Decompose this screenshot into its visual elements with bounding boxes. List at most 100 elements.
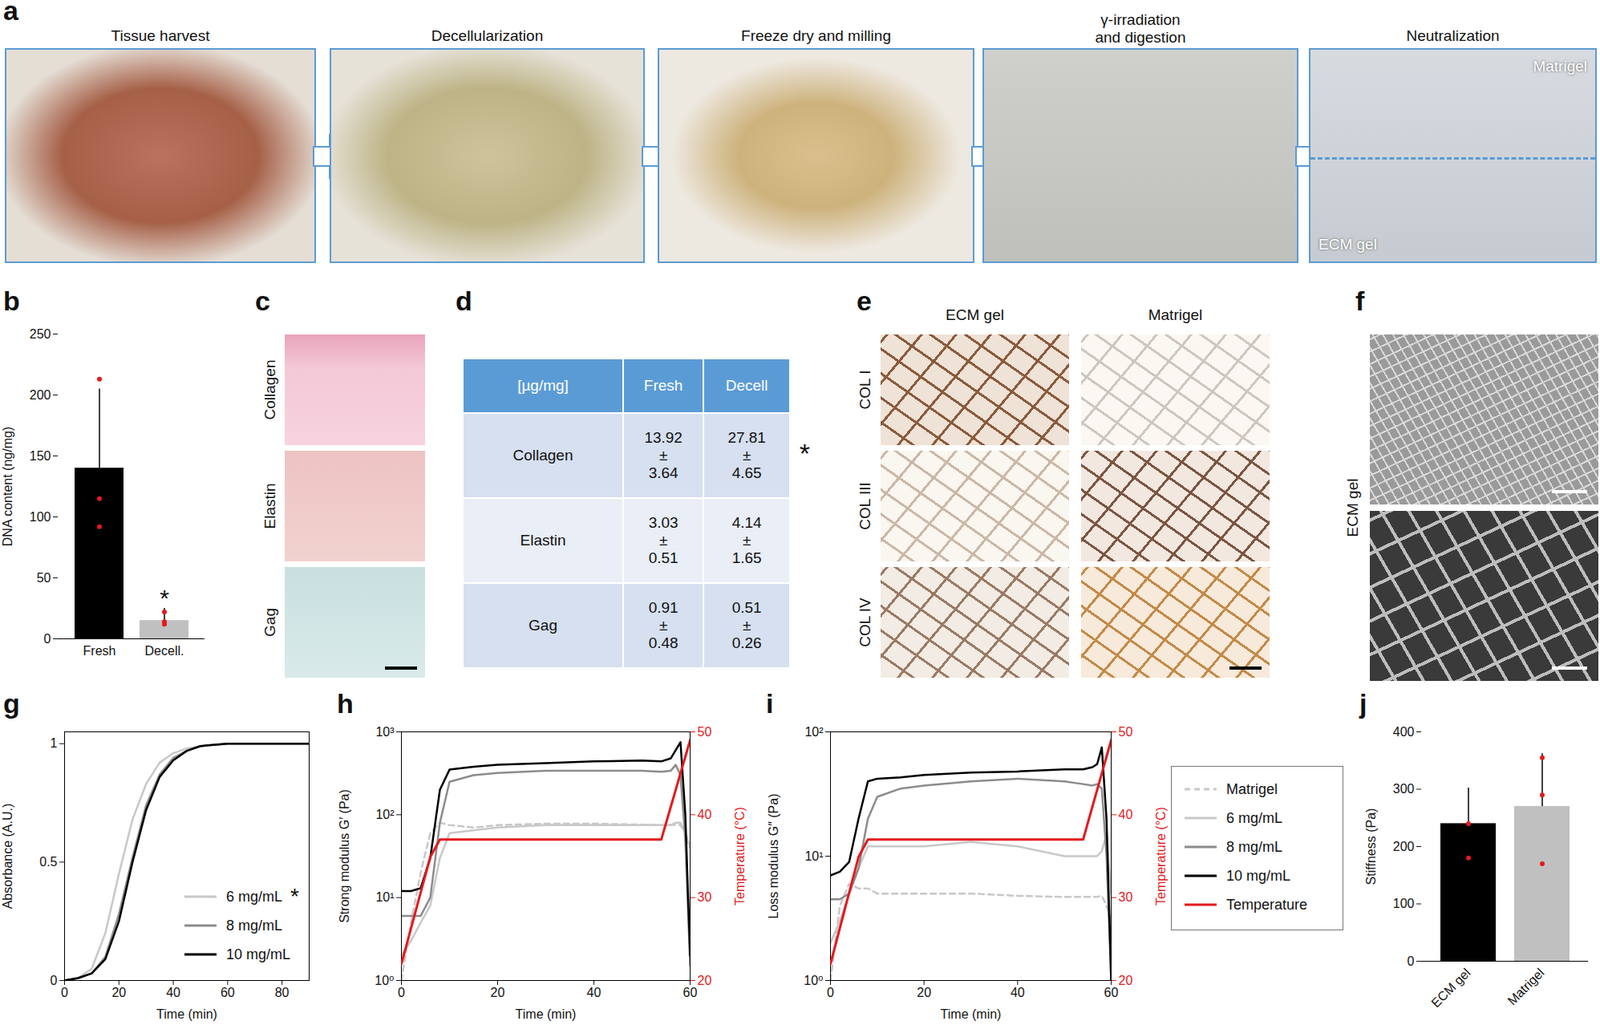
html-text:ECM gel: ECM gel — [945, 306, 1005, 324]
svg-text:Loss modulus G″ (Pa): Loss modulus G″ (Pa) — [766, 793, 781, 920]
svg-text:0: 0 — [44, 631, 52, 646]
html-text:Fresh: Fresh — [643, 376, 683, 394]
svg-text:20: 20 — [1118, 973, 1134, 988]
svg-text:Temperature (°C): Temperature (°C) — [733, 806, 747, 906]
html-text:COL IV: COL IV — [856, 597, 874, 648]
html-text:Matrigel: Matrigel — [1148, 306, 1203, 324]
svg-text:Stiffness (Pa): Stiffness (Pa) — [1364, 808, 1378, 886]
html-text:3.64: 3.64 — [648, 464, 679, 482]
html-text:8 mg/mL: 8 mg/mL — [226, 917, 283, 934]
svg-text:60: 60 — [1104, 985, 1119, 1000]
svg-text:Strong modulus G′ (Pa): Strong modulus G′ (Pa) — [337, 789, 352, 924]
svg-text:40: 40 — [166, 985, 181, 1000]
svg-text:*: * — [159, 584, 170, 612]
svg-text:100: 100 — [29, 510, 52, 524]
svg-text:40: 40 — [1118, 807, 1134, 822]
svg-text:0: 0 — [397, 985, 406, 1000]
svg-text:20: 20 — [111, 985, 126, 1000]
svg-text:60: 60 — [683, 985, 698, 1000]
svg-text:40: 40 — [1010, 985, 1025, 1000]
html-text:Decell: Decell — [725, 376, 768, 394]
svg-text:Temperature (°C): Temperature (°C) — [1154, 806, 1168, 906]
html-text:Freeze dry and milling: Freeze dry and milling — [741, 27, 892, 45]
svg-text:Time (min): Time (min) — [940, 1007, 1002, 1021]
html-text:Collagen: Collagen — [261, 359, 279, 420]
html-text:and digestion: and digestion — [1095, 28, 1186, 46]
html-text:6 mg/mL: 6 mg/mL — [1226, 809, 1283, 826]
html-text:[µg/mg]: [µg/mg] — [517, 376, 569, 394]
svg-text:20: 20 — [916, 985, 932, 1000]
svg-text:10¹: 10¹ — [804, 849, 823, 863]
svg-text:0: 0 — [1407, 954, 1415, 969]
html-text:13.92: 13.92 — [644, 429, 683, 446]
svg-text:80: 80 — [275, 985, 290, 1000]
svg-text:400: 400 — [1393, 725, 1415, 739]
svg-text:10¹: 10¹ — [375, 890, 394, 904]
svg-text:0: 0 — [60, 985, 69, 1000]
html-text:0.51: 0.51 — [648, 549, 679, 567]
html-text:Tissue harvest: Tissue harvest — [111, 27, 210, 45]
html-text:g: g — [3, 688, 20, 719]
svg-text:100: 100 — [1393, 896, 1415, 911]
html-text:Matrigel: Matrigel — [1226, 780, 1278, 797]
html-text:COL I: COL I — [856, 370, 874, 410]
svg-text:10³: 10³ — [375, 725, 395, 739]
html-text:1.65: 1.65 — [731, 549, 762, 567]
svg-text:ECM gel: ECM gel — [1428, 965, 1473, 1010]
svg-text:250: 250 — [29, 327, 52, 341]
html-text:ECM gel: ECM gel — [1344, 478, 1362, 537]
html-text:10 mg/mL: 10 mg/mL — [226, 945, 291, 963]
html-text:6 mg/mL *: 6 mg/mL * — [226, 883, 300, 909]
svg-text:0: 0 — [826, 985, 835, 1000]
svg-text:10²: 10² — [804, 725, 824, 739]
svg-text:30: 30 — [1118, 890, 1134, 904]
svg-text:Absorbance (A.U.): Absorbance (A.U.) — [0, 803, 15, 910]
html-text:Matrigel: Matrigel — [1532, 57, 1588, 75]
svg-text:200: 200 — [29, 388, 52, 402]
html-text:d: d — [455, 285, 473, 316]
html-text:Neutralization: Neutralization — [1406, 27, 1500, 45]
svg-text:10²: 10² — [375, 807, 395, 822]
svg-text:20: 20 — [490, 985, 506, 1000]
svg-text:Time (min): Time (min) — [515, 1007, 577, 1021]
html-text:10 mg/mL: 10 mg/mL — [1226, 867, 1291, 884]
html-text:ECM gel: ECM gel — [1318, 235, 1377, 253]
svg-text:10⁰: 10⁰ — [374, 973, 394, 988]
svg-text:0: 0 — [50, 973, 58, 988]
svg-text:40: 40 — [697, 807, 713, 822]
html-text:0.26: 0.26 — [731, 634, 762, 652]
html-text:Collagen: Collagen — [512, 446, 574, 464]
html-text:27.81: 27.81 — [727, 429, 766, 446]
html-text:4.65: 4.65 — [731, 464, 762, 482]
html-text:h: h — [336, 688, 354, 719]
html-text:γ-irradiation: γ-irradiation — [1100, 11, 1181, 29]
html-text:0.48: 0.48 — [648, 634, 679, 652]
svg-text:50: 50 — [36, 571, 52, 585]
svg-text:50: 50 — [697, 725, 713, 739]
html-text:Elastin: Elastin — [520, 531, 566, 549]
svg-text:Fresh: Fresh — [83, 644, 117, 658]
html-text:b: b — [3, 285, 20, 316]
svg-text:300: 300 — [1393, 781, 1415, 796]
html-text:Elastin: Elastin — [261, 483, 279, 529]
html-text:COL III: COL III — [856, 482, 874, 530]
svg-text:40: 40 — [587, 985, 602, 1000]
svg-text:150: 150 — [29, 449, 52, 463]
html-text:Decellularization: Decellularization — [431, 27, 544, 45]
svg-text:Decell.: Decell. — [145, 644, 185, 658]
svg-text:10⁰: 10⁰ — [803, 973, 823, 988]
svg-text:50: 50 — [1118, 725, 1134, 739]
svg-text:DNA content (ng/mg): DNA content (ng/mg) — [0, 426, 15, 547]
svg-text:60: 60 — [220, 985, 235, 1000]
svg-text:200: 200 — [1393, 839, 1415, 854]
svg-text:30: 30 — [697, 890, 713, 904]
svg-text:20: 20 — [697, 973, 713, 988]
html-text:Gag: Gag — [528, 616, 558, 634]
svg-text:Matrigel: Matrigel — [1504, 965, 1547, 1008]
html-text:8 mg/mL: 8 mg/mL — [1226, 838, 1283, 855]
html-text:Temperature: Temperature — [1226, 896, 1308, 913]
svg-text:Time (min): Time (min) — [156, 1007, 218, 1021]
svg-text:1: 1 — [50, 736, 58, 750]
svg-text:0.5: 0.5 — [39, 854, 57, 869]
html-text:Gag: Gag — [261, 607, 279, 637]
